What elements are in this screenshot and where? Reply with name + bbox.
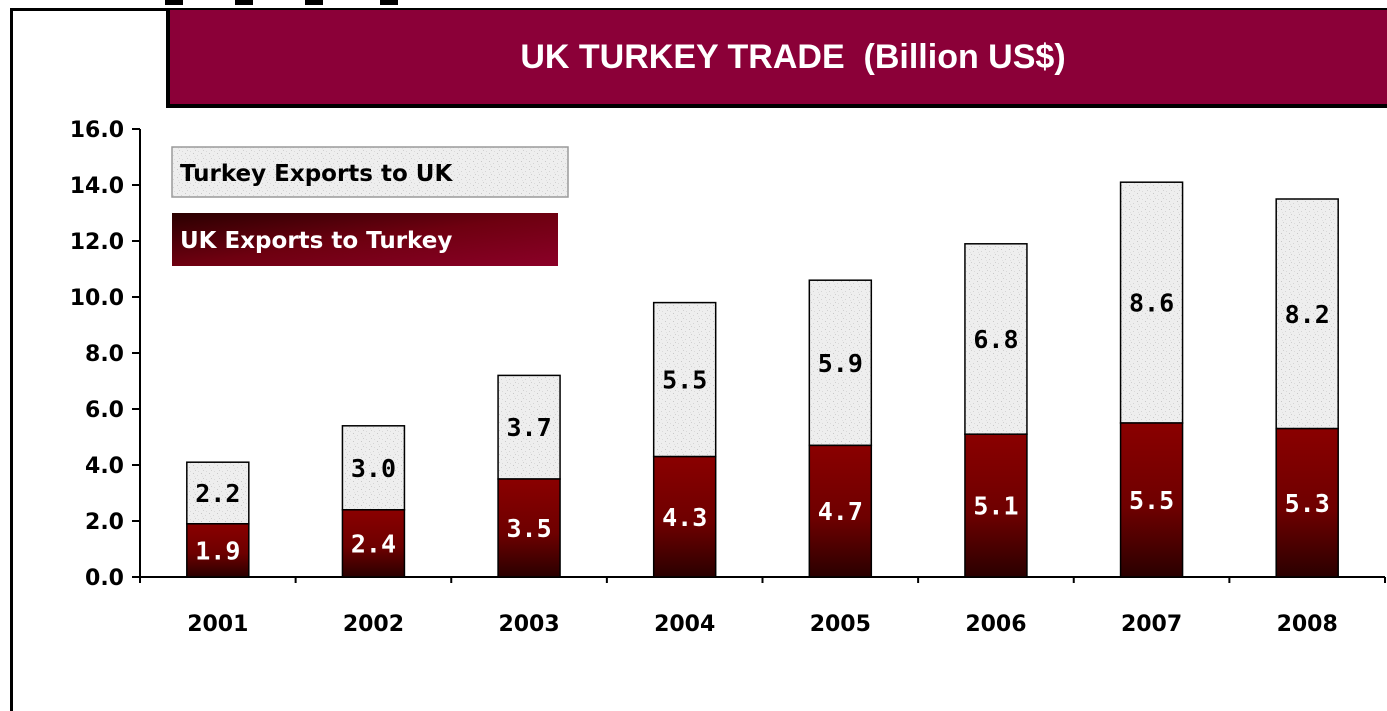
bar-turkey-exports-2001 xyxy=(186,461,250,525)
top-edge-fragment xyxy=(165,0,410,5)
data-label-turkey-2007: 8.6 xyxy=(1129,289,1174,318)
legend-label-turkey: Turkey Exports to UK xyxy=(180,161,453,187)
x-tick-label: 2004 xyxy=(654,612,715,637)
data-label-uk-2005: 4.7 xyxy=(818,497,863,526)
bar-turkey-exports-2005 xyxy=(808,279,873,447)
data-label-uk-2002: 2.4 xyxy=(351,529,396,558)
bar-uk-exports-2004 xyxy=(652,455,717,578)
x-tick-label: 2003 xyxy=(498,612,559,637)
chart-svg: 0.0 2.0 4.0 6.0 8.0 10.0 12.0 14.0 16.0 2001 2002 2… xyxy=(70,118,1386,637)
y-tick-label: 8.0 xyxy=(85,342,124,367)
bar-turkey-exports-2002 xyxy=(341,425,406,511)
data-label-uk-2007: 5.5 xyxy=(1129,486,1174,515)
data-label-uk-2008: 5.3 xyxy=(1285,489,1330,518)
data-label-turkey-2008: 8.2 xyxy=(1285,300,1330,329)
y-tick-label: 4.0 xyxy=(85,454,124,479)
bars-group xyxy=(186,181,1339,578)
legend: Turkey Exports to UK UK Exports to Turkey xyxy=(171,146,569,266)
x-tick-label: 2008 xyxy=(1277,612,1338,637)
y-tick-label: 10.0 xyxy=(70,286,124,311)
y-tick-label: 14.0 xyxy=(70,174,124,199)
legend-swatch-turkey xyxy=(171,146,569,198)
bar-uk-exports-2003 xyxy=(497,478,561,578)
bar-turkey-exports-2003 xyxy=(497,374,561,480)
data-label-turkey-2006: 6.8 xyxy=(973,325,1018,354)
bar-turkey-exports-2008 xyxy=(1275,198,1339,430)
data-label-turkey-2001: 2.2 xyxy=(195,479,240,508)
legend-label-uk: UK Exports to Turkey xyxy=(180,228,452,254)
data-label-turkey-2002: 3.0 xyxy=(351,454,396,483)
bar-uk-exports-2002 xyxy=(341,509,406,578)
y-tick-label: 16.0 xyxy=(70,118,124,143)
bar-turkey-exports-2004 xyxy=(652,301,717,458)
x-tick-label: 2002 xyxy=(343,612,404,637)
y-tick-label: 0.0 xyxy=(85,566,124,591)
y-tick-label: 6.0 xyxy=(85,398,124,423)
chart-title-banner: UK TURKEY TRADE (Billion US$) xyxy=(166,10,1387,108)
data-label-turkey-2005: 5.9 xyxy=(818,349,863,378)
bar-uk-exports-2006 xyxy=(964,433,1028,578)
bar-uk-exports-2005 xyxy=(808,444,873,578)
data-label-turkey-2003: 3.7 xyxy=(506,413,551,442)
data-label-uk-2006: 5.1 xyxy=(973,492,1018,521)
data-label-uk-2004: 4.3 xyxy=(662,503,707,532)
data-label-turkey-2004: 5.5 xyxy=(662,366,707,395)
x-tick-label: 2001 xyxy=(187,612,248,637)
data-labels-group: 1.9 2.2 2.4 3.0 3.5 3.7 4.3 5.5 4.7 5.9 5.1 6.8 5.5 8… xyxy=(195,289,1330,566)
bar-uk-exports-2008 xyxy=(1275,427,1339,578)
bar-turkey-exports-2007 xyxy=(1119,181,1184,424)
x-tick-label: 2007 xyxy=(1121,612,1182,637)
bar-uk-exports-2007 xyxy=(1119,422,1184,578)
x-tick-label: 2006 xyxy=(965,612,1026,637)
legend-swatch-uk xyxy=(172,213,558,266)
x-tick-label: 2005 xyxy=(810,612,871,637)
y-tick-label: 2.0 xyxy=(85,510,124,535)
bar-uk-exports-2001 xyxy=(186,523,250,578)
y-tick-label: 12.0 xyxy=(70,230,124,255)
data-label-uk-2001: 1.9 xyxy=(195,536,240,565)
chart-title: UK TURKEY TRADE (Billion US$) xyxy=(520,37,1066,76)
data-label-uk-2003: 3.5 xyxy=(506,514,551,543)
